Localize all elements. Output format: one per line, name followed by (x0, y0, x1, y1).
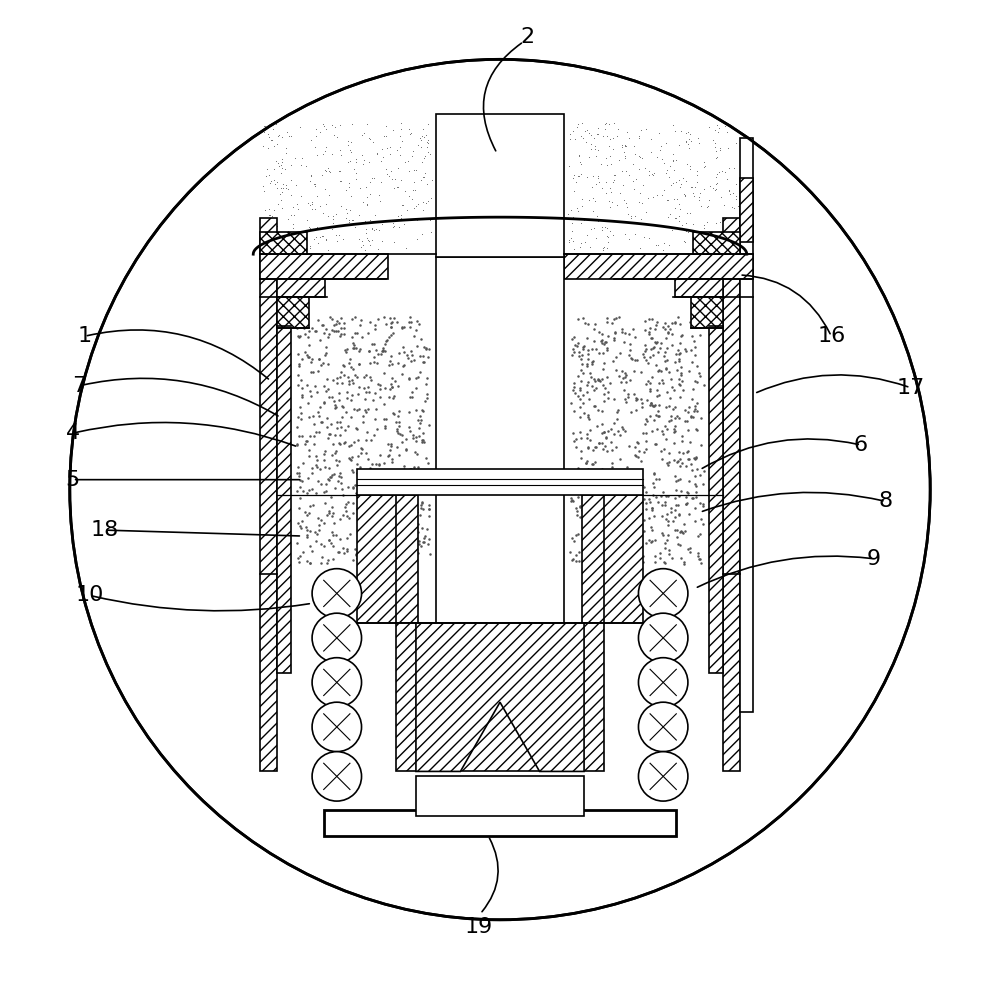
Bar (396, 623, 604, 771)
Bar (709, 326, 723, 673)
Bar (436, 114, 564, 257)
Bar (357, 494, 416, 623)
Polygon shape (416, 623, 584, 771)
Text: 19: 19 (464, 917, 492, 937)
Text: 4: 4 (66, 423, 80, 443)
Circle shape (638, 702, 688, 752)
Text: 7: 7 (73, 376, 87, 396)
Bar (324, 810, 676, 836)
Circle shape (638, 658, 688, 707)
Text: 1: 1 (78, 326, 92, 346)
Text: 10: 10 (75, 585, 104, 605)
Circle shape (638, 569, 688, 618)
Circle shape (312, 658, 362, 707)
Bar (564, 254, 753, 279)
Circle shape (312, 702, 362, 752)
Circle shape (312, 569, 362, 618)
Bar (260, 232, 307, 254)
Circle shape (312, 752, 362, 801)
Text: 6: 6 (854, 435, 868, 455)
Text: 8: 8 (879, 492, 893, 511)
Circle shape (638, 613, 688, 663)
Bar (260, 254, 388, 279)
Text: 18: 18 (90, 520, 119, 540)
Circle shape (70, 59, 930, 920)
Circle shape (638, 752, 688, 801)
Bar (675, 279, 723, 297)
Circle shape (312, 613, 362, 663)
Bar (436, 257, 564, 692)
Bar (584, 494, 643, 623)
Bar (693, 232, 740, 254)
Text: 17: 17 (896, 378, 925, 398)
Text: 9: 9 (867, 549, 881, 569)
Bar (277, 279, 325, 297)
Bar (740, 138, 753, 712)
Text: 2: 2 (521, 27, 535, 46)
Bar (740, 178, 753, 242)
Bar (260, 218, 277, 771)
Bar (582, 494, 604, 623)
Text: 5: 5 (66, 470, 80, 490)
Text: 16: 16 (817, 326, 845, 346)
Bar (723, 218, 740, 771)
Bar (416, 776, 584, 816)
Bar (277, 326, 291, 673)
Bar (396, 494, 418, 623)
Bar (357, 469, 643, 494)
Bar (277, 297, 309, 328)
Bar (691, 297, 723, 328)
